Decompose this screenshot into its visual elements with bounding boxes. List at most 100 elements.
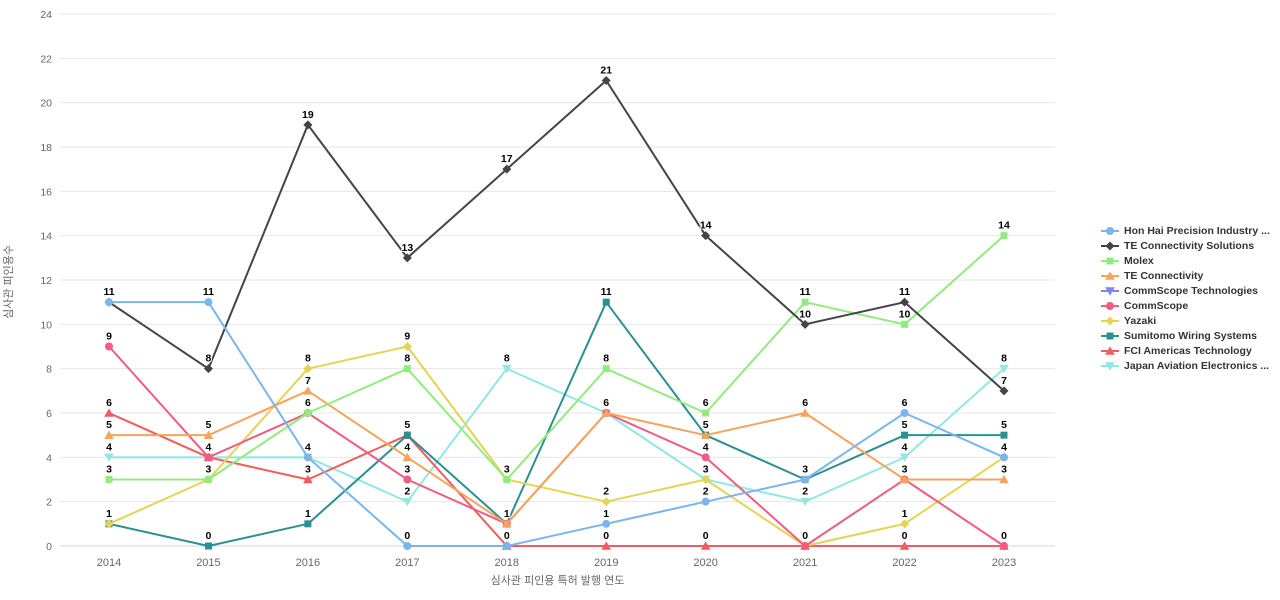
x-tick-label: 2015 xyxy=(196,557,220,569)
data-point-marker-sumitomo-wiring-systems[interactable] xyxy=(602,298,610,306)
data-point-marker-te-connectivity-solutions[interactable] xyxy=(402,253,412,263)
data-point-marker-te-connectivity[interactable] xyxy=(104,430,114,439)
data-point-marker-sumitomo-wiring-systems[interactable] xyxy=(1000,431,1008,439)
legend-item-commscope[interactable]: CommScope xyxy=(1100,298,1270,313)
data-point-label: 2 xyxy=(802,486,808,498)
legend-item-yazaki[interactable]: Yazaki xyxy=(1100,313,1270,328)
y-tick-label: 8 xyxy=(46,364,52,376)
legend-label: Yazaki xyxy=(1124,314,1157,327)
data-point-marker-te-connectivity[interactable] xyxy=(303,386,313,395)
data-point-marker-commscope[interactable] xyxy=(105,342,113,351)
data-point-marker-yazaki[interactable] xyxy=(402,342,412,351)
data-point-label: 3 xyxy=(1001,464,1007,476)
data-point-label: 6 xyxy=(902,397,908,409)
data-point-marker-sumitomo-wiring-systems[interactable] xyxy=(901,431,909,439)
legend-item-japan-aviation-electronics[interactable]: Japan Aviation Electronics ... xyxy=(1100,358,1270,373)
data-point-marker-te-connectivity[interactable] xyxy=(700,430,711,439)
data-point-marker-hon-hai-precision-industry[interactable] xyxy=(602,519,611,528)
data-point-marker-hon-hai-precision-industry[interactable] xyxy=(105,298,113,307)
data-point-marker-commscope[interactable] xyxy=(801,542,810,550)
data-point-marker-japan-aviation-electronics[interactable] xyxy=(999,364,1009,374)
data-point-marker-yazaki[interactable] xyxy=(303,364,313,374)
data-point-marker-hon-hai-precision-industry[interactable] xyxy=(403,542,412,550)
data-point-marker-molex[interactable] xyxy=(602,365,610,373)
data-point-marker-yazaki[interactable] xyxy=(701,475,711,484)
legend-label: Molex xyxy=(1124,254,1154,267)
data-point-marker-fci-americas-technology[interactable] xyxy=(899,541,910,550)
data-point-marker-commscope[interactable] xyxy=(204,453,213,462)
legend-item-sumitomo-wiring-systems[interactable]: Sumitomo Wiring Systems xyxy=(1100,328,1270,343)
y-tick-label: 10 xyxy=(40,319,52,331)
data-point-marker-hon-hai-precision-industry[interactable] xyxy=(701,497,710,506)
data-point-marker-molex[interactable] xyxy=(1000,232,1008,240)
data-point-marker-japan-aviation-electronics[interactable] xyxy=(501,364,512,374)
data-point-label: 6 xyxy=(305,397,311,409)
data-point-marker-te-connectivity-solutions[interactable] xyxy=(999,386,1009,396)
data-point-marker-sumitomo-wiring-systems[interactable] xyxy=(304,520,312,528)
data-point-marker-fci-americas-technology[interactable] xyxy=(104,408,114,417)
data-point-marker-te-connectivity[interactable] xyxy=(800,408,810,417)
data-point-marker-japan-aviation-electronics[interactable] xyxy=(104,453,114,462)
data-point-marker-fci-americas-technology[interactable] xyxy=(700,541,711,550)
data-point-marker-molex[interactable] xyxy=(503,476,511,483)
data-point-marker-te-connectivity-solutions[interactable] xyxy=(701,231,711,241)
data-point-marker-yazaki[interactable] xyxy=(900,519,910,529)
data-point-marker-hon-hai-precision-industry[interactable] xyxy=(204,298,213,307)
legend-item-hon-hai-precision-industry[interactable]: Hon Hai Precision Industry ... xyxy=(1100,223,1270,238)
data-point-marker-te-connectivity[interactable] xyxy=(899,474,910,484)
data-point-marker-te-connectivity-solutions[interactable] xyxy=(203,364,213,374)
data-point-marker-molex[interactable] xyxy=(901,320,909,328)
data-point-label: 5 xyxy=(703,419,709,431)
data-point-marker-molex[interactable] xyxy=(403,365,411,373)
data-point-label: 2 xyxy=(703,486,709,498)
y-tick-label: 24 xyxy=(40,9,52,21)
data-point-label: 1 xyxy=(902,508,908,520)
data-point-label: 6 xyxy=(703,397,709,409)
data-point-marker-molex[interactable] xyxy=(304,409,312,417)
data-point-marker-sumitomo-wiring-systems[interactable] xyxy=(403,431,411,439)
data-point-marker-te-connectivity-solutions[interactable] xyxy=(900,297,910,307)
data-point-marker-te-connectivity-solutions[interactable] xyxy=(800,319,810,329)
data-point-marker-japan-aviation-electronics[interactable] xyxy=(899,453,910,462)
data-point-marker-japan-aviation-electronics[interactable] xyxy=(402,497,413,507)
data-point-marker-te-connectivity[interactable] xyxy=(601,408,612,417)
data-point-marker-molex[interactable] xyxy=(702,409,710,417)
data-point-marker-te-connectivity[interactable] xyxy=(501,519,512,528)
legend-item-te-connectivity[interactable]: TE Connectivity xyxy=(1100,268,1270,283)
x-tick-label: 2016 xyxy=(296,557,320,569)
data-point-label: 9 xyxy=(404,331,410,343)
data-point-marker-yazaki[interactable] xyxy=(601,497,611,507)
data-point-marker-hon-hai-precision-industry[interactable] xyxy=(303,453,312,462)
data-point-marker-te-connectivity[interactable] xyxy=(402,452,413,462)
data-point-label: 2 xyxy=(603,486,609,498)
x-tick-label: 2021 xyxy=(793,557,817,569)
data-point-marker-molex[interactable] xyxy=(801,298,809,306)
legend-item-fci-americas-technology[interactable]: FCI Americas Technology xyxy=(1100,343,1270,358)
data-point-label: 19 xyxy=(302,109,314,121)
data-point-marker-commscope[interactable] xyxy=(403,475,412,484)
data-point-marker-japan-aviation-electronics[interactable] xyxy=(800,497,810,507)
data-point-marker-commscope[interactable] xyxy=(701,453,710,462)
data-point-marker-hon-hai-precision-industry[interactable] xyxy=(900,409,909,417)
data-point-marker-sumitomo-wiring-systems[interactable] xyxy=(204,542,212,550)
data-point-marker-molex[interactable] xyxy=(105,476,113,483)
data-point-marker-hon-hai-precision-industry[interactable] xyxy=(502,542,511,550)
legend-item-te-connectivity-solutions[interactable]: TE Connectivity Solutions xyxy=(1100,238,1270,253)
data-point-marker-te-connectivity[interactable] xyxy=(999,474,1009,484)
data-point-marker-te-connectivity-solutions[interactable] xyxy=(601,76,611,85)
legend-label: Hon Hai Precision Industry ... xyxy=(1124,224,1270,237)
data-point-marker-fci-americas-technology[interactable] xyxy=(601,541,612,550)
legend-item-commscope-technologies[interactable]: CommScope Technologies xyxy=(1100,283,1270,298)
legend-item-molex[interactable]: Molex xyxy=(1100,253,1270,268)
data-point-marker-hon-hai-precision-industry[interactable] xyxy=(801,475,810,484)
data-point-marker-te-connectivity[interactable] xyxy=(203,430,214,439)
data-point-label: 5 xyxy=(106,419,112,431)
data-point-marker-molex[interactable] xyxy=(204,476,212,483)
data-point-marker-yazaki[interactable] xyxy=(104,519,114,529)
data-point-marker-te-connectivity-solutions[interactable] xyxy=(502,164,512,174)
data-point-marker-hon-hai-precision-industry[interactable] xyxy=(1000,453,1008,462)
data-point-marker-te-connectivity-solutions[interactable] xyxy=(303,120,313,130)
data-point-marker-fci-americas-technology[interactable] xyxy=(303,474,313,484)
data-point-marker-commscope[interactable] xyxy=(1000,542,1008,550)
